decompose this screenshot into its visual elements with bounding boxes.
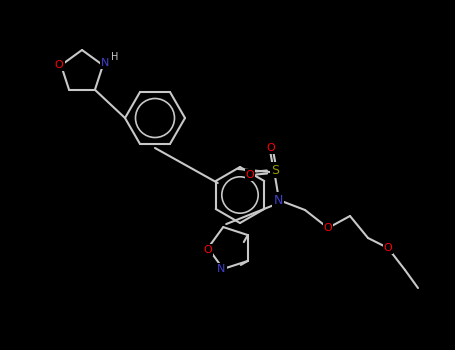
Text: O: O [384,243,392,253]
Text: H: H [111,52,119,62]
Text: O: O [267,143,275,153]
Text: O: O [246,170,254,180]
Text: N: N [101,58,109,68]
Text: N: N [273,194,283,206]
Text: N: N [217,264,225,274]
Text: O: O [324,223,332,233]
Text: O: O [204,245,212,255]
Text: O: O [55,60,63,70]
Text: S: S [271,163,279,176]
